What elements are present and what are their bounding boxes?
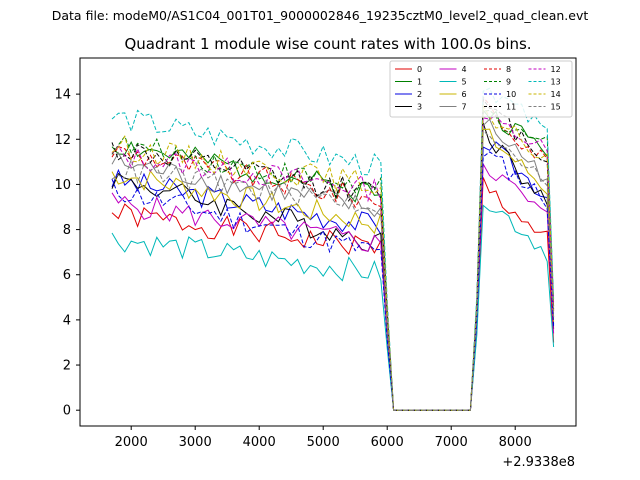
legend-label-2: 2: [417, 90, 422, 99]
y-tick-label: 2: [63, 359, 71, 374]
legend-label-14: 14: [551, 90, 561, 99]
y-tick-label: 6: [63, 268, 71, 283]
chart-title: Quadrant 1 module wise count rates with …: [124, 35, 531, 53]
x-offset-label: +2.9338e8: [502, 455, 575, 470]
series-line-15: [111, 130, 555, 411]
legend-label-8: 8: [506, 65, 511, 74]
series-line-14: [111, 104, 555, 411]
y-tick-label: 8: [63, 223, 71, 238]
legend-frame: [389, 60, 573, 118]
x-tick-label: 4000: [243, 435, 276, 450]
y-tick-label: 0: [63, 404, 71, 419]
legend-label-13: 13: [551, 78, 561, 87]
series-line-5: [111, 204, 555, 411]
legend-label-15: 15: [551, 103, 561, 112]
plot-frame: [79, 57, 577, 427]
legend-label-3: 3: [417, 103, 422, 112]
figure-suptitle: Data file: modeM0/AS1C04_001T01_90000028…: [52, 8, 589, 23]
axes-ticks-group: 2000 3000 4000 5000 6000 7000 8000 0 2 4 6 8 10 12 14: [54, 88, 531, 450]
y-tick-label: 4: [63, 313, 71, 328]
x-tick-label: 7000: [435, 435, 468, 450]
y-tick-label: 12: [54, 133, 71, 148]
legend-label-1: 1: [417, 78, 422, 87]
x-tick-label: 5000: [307, 435, 340, 450]
x-tick-label: 2000: [115, 435, 148, 450]
legend-label-0: 0: [417, 65, 422, 74]
legend-label-4: 4: [462, 65, 467, 74]
x-tick-label: 8000: [499, 435, 532, 450]
y-tick-label: 10: [54, 178, 71, 193]
legend-label-7: 7: [462, 103, 467, 112]
y-tick-label: 14: [54, 88, 71, 103]
legend-label-12: 12: [551, 65, 561, 74]
x-tick-label: 6000: [371, 435, 404, 450]
plot-series-group: [111, 87, 555, 411]
legend-label-11: 11: [506, 103, 516, 112]
series-line-10: [111, 151, 555, 411]
x-tick-label: 3000: [179, 435, 212, 450]
legend-label-9: 9: [506, 78, 511, 87]
legend-label-10: 10: [506, 90, 516, 99]
legend-label-5: 5: [462, 78, 467, 87]
legend-label-6: 6: [462, 90, 467, 99]
